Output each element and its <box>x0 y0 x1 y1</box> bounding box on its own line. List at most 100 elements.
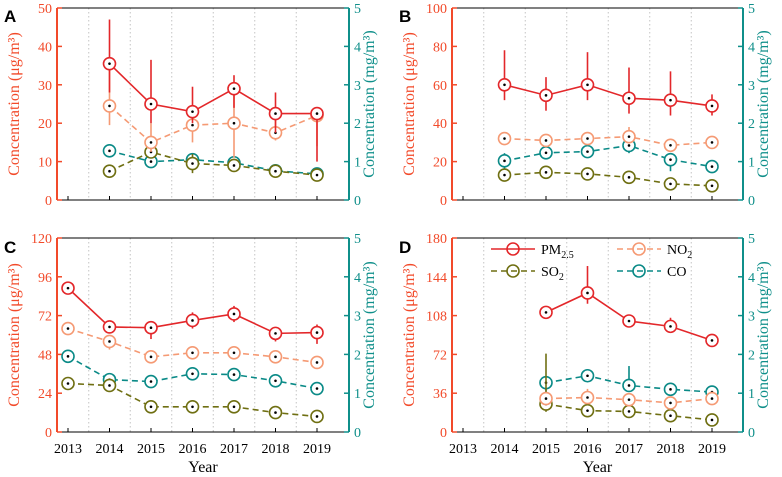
right-tick-label: 1 <box>354 156 361 171</box>
point-center-co <box>315 387 319 390</box>
point-center-no2 <box>232 121 236 125</box>
point-center-pm25 <box>66 286 70 290</box>
series-no2 <box>497 127 719 153</box>
point-center-no2 <box>544 397 548 400</box>
left-tick-label: 0 <box>440 194 447 209</box>
panel-a: 0 10 20 30 40 50 0 1 2 3 4 5 Concentration (μg/m³) Co… <box>4 2 378 209</box>
point-center-co <box>669 388 672 391</box>
point-center-co <box>274 379 277 383</box>
left-tick-label: 0 <box>45 426 52 441</box>
left-tick-label: 40 <box>433 117 447 132</box>
right-tick-label: 4 <box>354 40 361 55</box>
y-axis-right-title: Concentration (mg/m³) <box>361 30 378 177</box>
left-tick-label: 50 <box>38 2 52 17</box>
point-center-pm25 <box>274 112 277 115</box>
x-tick-label: 2014 <box>491 442 519 457</box>
x-tick-label: 2015 <box>137 442 165 457</box>
y-axis-right-title: Concentration (mg/m³) <box>755 30 772 177</box>
point-center-co <box>232 373 236 376</box>
point-center-co <box>669 158 672 161</box>
left-tick-label: 20 <box>433 156 447 171</box>
x-axis-title: Year <box>583 459 613 476</box>
left-tick-label: 120 <box>31 232 52 247</box>
right-tick-label: 5 <box>354 232 361 247</box>
point-center-pm25 <box>232 87 236 90</box>
point-center-co <box>191 372 194 376</box>
left-tick-label: 20 <box>38 117 52 132</box>
point-center-pm25 <box>627 319 631 323</box>
right-tick-label: 4 <box>748 271 755 286</box>
right-tick-label: 4 <box>748 40 755 55</box>
x-tick-label: 2019 <box>698 442 726 457</box>
point-center-so2 <box>191 162 194 165</box>
series-pm25 <box>102 19 324 162</box>
panel-label: A <box>4 7 16 26</box>
panel-label: D <box>399 238 411 257</box>
legend-pm25-label: PM2.5 <box>541 243 574 261</box>
point-center-pm25 <box>586 83 589 87</box>
panel-d: 0 36 72 108 144 180 0 1 2 3 4 5 Concentration (μg/m³… <box>399 232 772 441</box>
point-center-pm25 <box>149 102 153 106</box>
point-center-pm25 <box>627 96 631 100</box>
point-center-no2 <box>149 355 153 359</box>
series-line-co <box>504 144 713 168</box>
point-center-so2 <box>544 171 548 174</box>
right-tick-label: 2 <box>748 117 755 132</box>
point-center-co <box>586 150 589 153</box>
point-center-no2 <box>710 141 714 144</box>
panel-label: B <box>399 7 411 26</box>
x-tick-label: 2018 <box>657 442 685 457</box>
point-center-so2 <box>503 173 506 177</box>
right-tick-label: 3 <box>354 310 361 325</box>
x-tick-label: 2013 <box>54 442 82 457</box>
left-tick-label: 10 <box>38 156 52 171</box>
point-center-no2 <box>544 139 548 142</box>
x-tick-label: 2017 <box>615 442 643 457</box>
left-tick-label: 108 <box>426 310 447 325</box>
left-tick-label: 24 <box>38 387 52 402</box>
point-center-so2 <box>627 410 631 413</box>
point-center-so2 <box>315 173 319 177</box>
point-center-so2 <box>66 382 70 385</box>
x-tick-label: 2016 <box>179 442 207 457</box>
point-center-pm25 <box>669 325 672 328</box>
series-no2 <box>539 388 719 410</box>
x-axis-title: Year <box>188 459 218 476</box>
point-center-no2 <box>149 141 153 144</box>
legend-item-so2: SO2 <box>491 264 564 283</box>
right-tick-label: 5 <box>748 2 755 17</box>
legend-co-label: CO <box>667 265 686 280</box>
point-center-so2 <box>710 184 714 188</box>
point-center-pm25 <box>315 112 319 115</box>
point-center-no2 <box>108 340 111 343</box>
right-tick-label: 3 <box>354 79 361 94</box>
right-tick-label: 0 <box>354 426 361 441</box>
point-center-pm25 <box>503 83 506 87</box>
point-center-pm25 <box>108 62 111 65</box>
right-tick-label: 0 <box>748 194 755 209</box>
point-center-so2 <box>669 414 672 418</box>
point-center-so2 <box>149 405 153 409</box>
legend: PM2.5 NO2 SO2 CO <box>491 242 692 283</box>
panel-c: 0 24 48 72 96 120 0 1 2 3 4 5 Concentration (μg/m³) C… <box>4 232 378 441</box>
series-so2 <box>497 165 719 193</box>
series-line-no2 <box>504 135 713 147</box>
y-axis-right-title: Concentration (mg/m³) <box>755 261 772 408</box>
point-center-pm25 <box>191 110 194 113</box>
point-center-no2 <box>232 351 236 355</box>
point-center-so2 <box>232 405 236 409</box>
series-no2 <box>61 321 324 370</box>
left-tick-label: 30 <box>38 79 52 94</box>
point-center-pm25 <box>544 94 548 97</box>
left-tick-label: 144 <box>426 271 447 286</box>
point-center-no2 <box>191 123 194 127</box>
point-center-so2 <box>669 182 672 186</box>
legend-so2-marker <box>506 264 520 278</box>
left-tick-label: 48 <box>38 348 52 363</box>
point-center-co <box>66 355 70 358</box>
point-center-no2 <box>627 135 631 138</box>
legend-so2-label: SO2 <box>541 265 564 283</box>
x-tick-label: 2019 <box>303 442 331 457</box>
y-axis-left-title: Concentration (μg/m³) <box>6 32 23 176</box>
